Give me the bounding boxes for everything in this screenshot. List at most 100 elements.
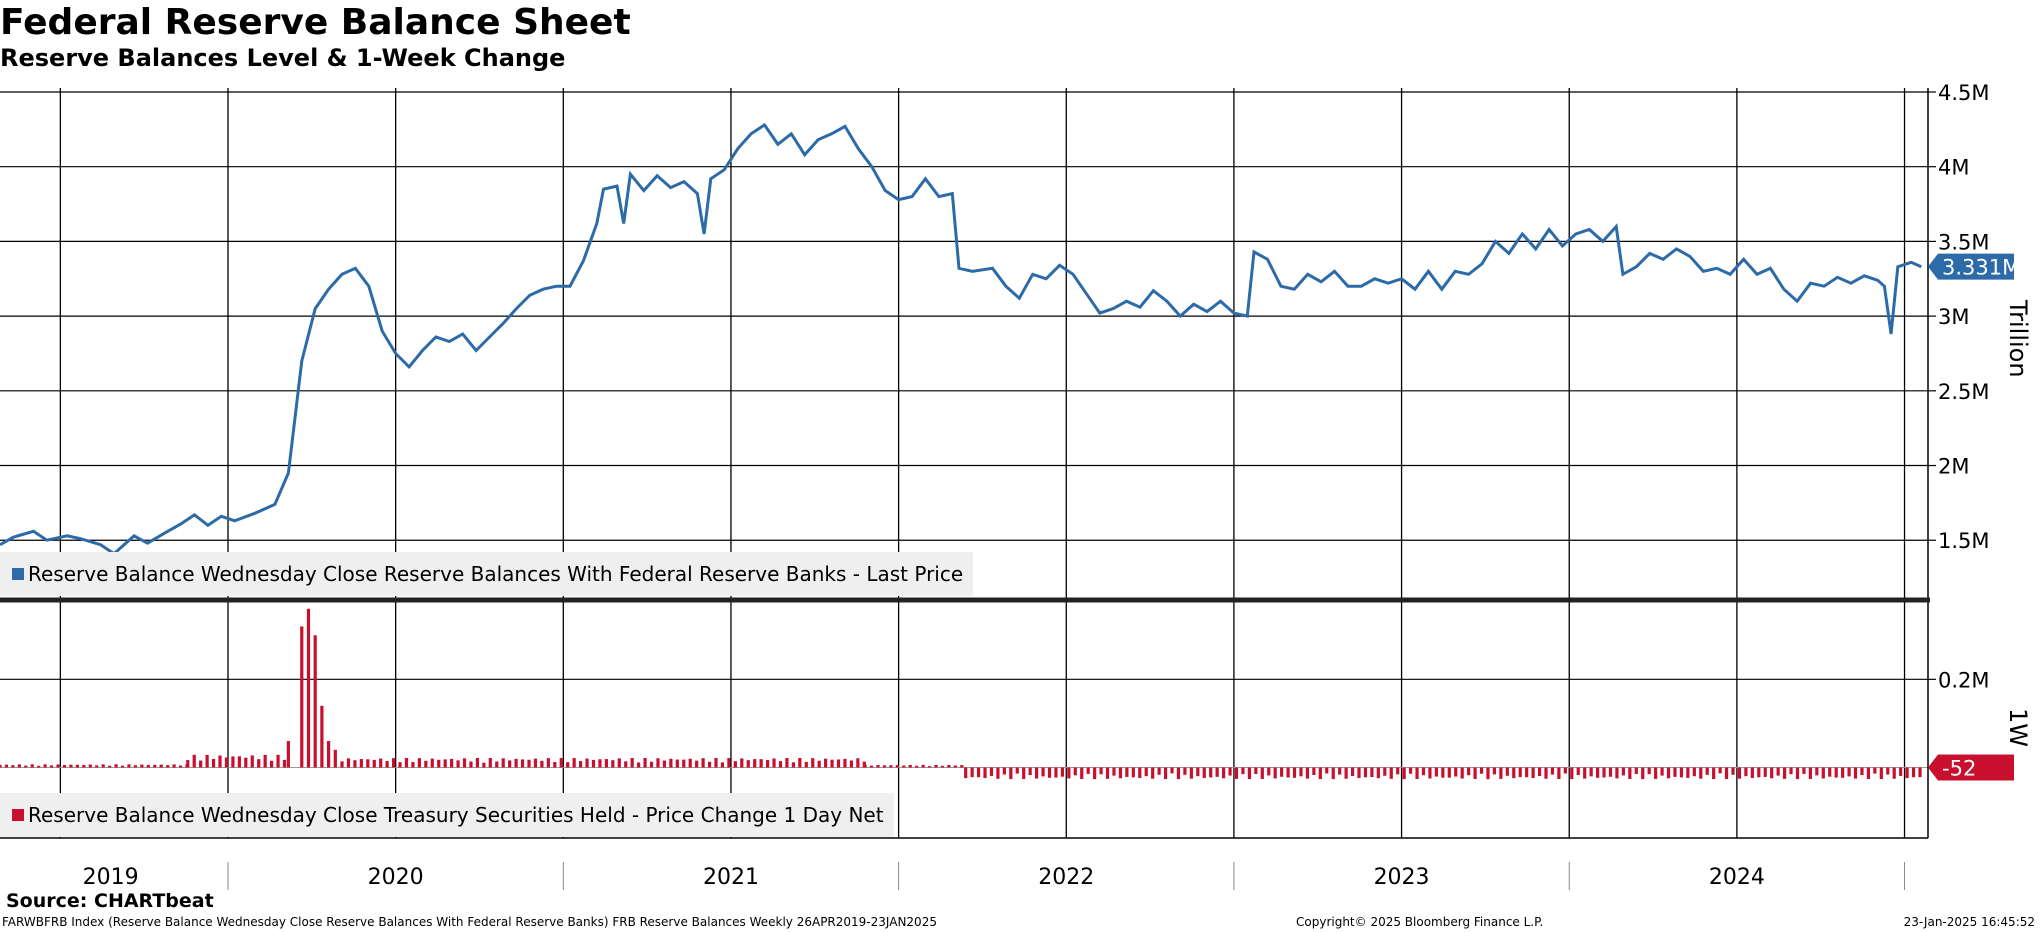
change-bar [591, 759, 596, 768]
change-bar [88, 764, 92, 768]
change-bar [172, 764, 176, 768]
change-bar [1770, 767, 1774, 779]
change-bar [120, 765, 125, 768]
change-bar [495, 761, 499, 768]
change-bar [688, 758, 692, 768]
change-bar [1338, 767, 1342, 775]
change-bar [836, 759, 841, 768]
change-bar [404, 757, 409, 768]
change-bar [1041, 767, 1045, 777]
change-bar [1260, 767, 1264, 779]
change-bar [1744, 767, 1748, 777]
change-bar [733, 761, 737, 768]
change-last-value-badge-text: -52 [1942, 756, 1976, 780]
change-bar [1492, 767, 1497, 775]
change-bar [876, 765, 880, 768]
change-bar [224, 757, 229, 768]
change-bar [964, 767, 968, 779]
change-bar [450, 758, 454, 768]
change-bar [1402, 767, 1406, 780]
change-bar [1176, 767, 1181, 780]
change-bar [114, 764, 118, 768]
change-bar [1312, 767, 1316, 775]
change-bar [989, 767, 994, 776]
change-bar [1247, 767, 1251, 780]
change-bar [817, 760, 821, 768]
change-bar [675, 759, 679, 768]
change-bar [798, 757, 802, 768]
change-bar [1112, 767, 1116, 776]
change-bar [1595, 767, 1600, 778]
change-bar [585, 758, 589, 768]
change-bar [1376, 767, 1380, 779]
change-bar [1344, 767, 1348, 779]
y-tick-label: 3.5M [1938, 230, 1990, 254]
change-bar [1267, 767, 1271, 776]
change-bar [1899, 767, 1903, 776]
change-bar [1602, 767, 1606, 778]
change-bar [1666, 767, 1671, 779]
change-bar [411, 762, 415, 768]
change-bar [1673, 767, 1677, 777]
change-bar [263, 754, 267, 768]
change-bar [1821, 767, 1825, 779]
right-axis: 1.5M 2M 2.5M 3M 3.5M 4M 4.5M 0.2M Trillion 1W [1927, 81, 2032, 838]
change-bar [1408, 767, 1413, 774]
change-bar [1712, 767, 1716, 780]
change-bar [379, 758, 383, 768]
change-bar [1363, 767, 1368, 778]
change-bar [1028, 767, 1032, 776]
change-bar [1138, 767, 1142, 778]
change-bar [62, 765, 67, 768]
change-bar [398, 762, 402, 768]
change-bar [475, 758, 480, 768]
change-bar [1576, 767, 1580, 775]
change-bar [843, 758, 847, 768]
change-bar [1163, 767, 1168, 780]
change-bar [1505, 767, 1509, 776]
change-bar [385, 760, 389, 768]
change-bar [417, 758, 421, 768]
y-tick-label: 4.5M [1938, 81, 1990, 105]
change-bar [1705, 767, 1709, 775]
chart-subtitle: Reserve Balances Level & 1-Week Change [0, 44, 566, 72]
last-value-badges: 3.331M -52 [1928, 253, 2020, 781]
chart-title: Federal Reserve Balance Sheet [0, 2, 631, 43]
change-bar [340, 761, 344, 768]
level-series-line [0, 122, 1922, 556]
change-bar [1022, 767, 1026, 780]
change-bar [231, 756, 235, 768]
change-bar [133, 765, 138, 768]
change-bar [1002, 767, 1006, 775]
change-bar [947, 764, 951, 768]
change-bar [1370, 767, 1374, 778]
change-bar [17, 764, 21, 768]
change-bar [49, 765, 54, 768]
change-axis-title: 1W [2004, 708, 2032, 747]
change-bar [1570, 767, 1574, 780]
change-bar [960, 765, 964, 768]
y-tick-label: 2.5M [1938, 380, 1990, 404]
change-bar [353, 760, 357, 768]
change-bar [153, 764, 157, 768]
change-bar [1628, 767, 1632, 779]
change-bar [1557, 767, 1561, 780]
x-tick-label: 2021 [703, 865, 759, 890]
change-bar [43, 764, 47, 768]
change-bar [257, 759, 261, 768]
change-bar [1860, 767, 1864, 776]
change-bar [895, 765, 899, 768]
change-bar [326, 741, 331, 768]
change-bar [469, 761, 473, 768]
change-bar [778, 761, 783, 768]
change-bar [1015, 767, 1019, 774]
change-bar [75, 764, 79, 768]
change-bar [1209, 767, 1213, 778]
change-bar [146, 764, 150, 768]
change-bar [1183, 767, 1187, 775]
change-bar [1441, 767, 1445, 778]
change-bar [996, 767, 1000, 779]
change-bar [527, 759, 531, 768]
change-bar [720, 762, 725, 768]
change-bar [830, 759, 834, 768]
